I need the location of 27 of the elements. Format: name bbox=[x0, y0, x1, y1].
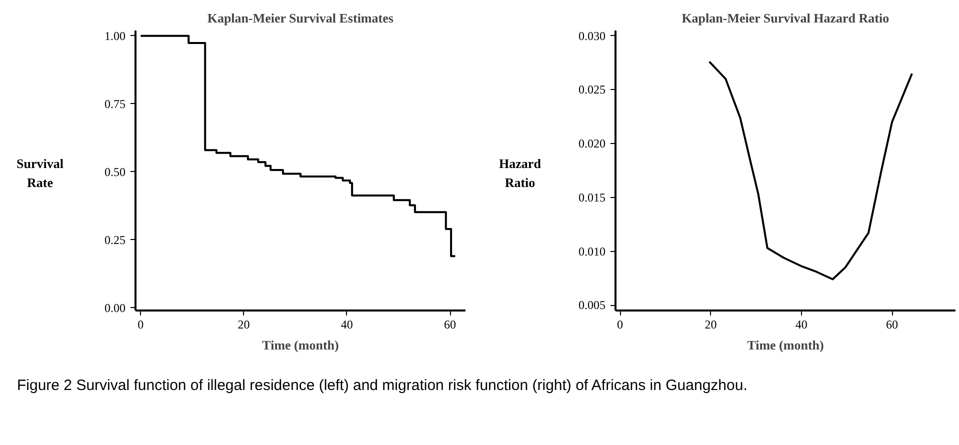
y-tick-label: 0.75 bbox=[104, 96, 126, 111]
y-tick-label: 0.010 bbox=[578, 244, 606, 258]
y-axis-title: Survival Rate bbox=[16, 155, 64, 192]
y-tick-label: 0.025 bbox=[578, 82, 606, 97]
y-axis-title: Hazard Ratio bbox=[498, 155, 542, 192]
x-tick-label: 60 bbox=[886, 318, 898, 332]
y-tick-label: 0.005 bbox=[578, 298, 606, 312]
chart-title: Kaplan-Meier Survival Estimates bbox=[207, 10, 394, 26]
x-tick-label: 40 bbox=[340, 318, 353, 332]
x-tick-label: 20 bbox=[704, 318, 717, 332]
y-tick-label: 0.25 bbox=[104, 232, 126, 247]
y-tick-label: 0.50 bbox=[104, 164, 126, 179]
y-tick-label: 0.00 bbox=[104, 300, 126, 315]
x-tick-label: 20 bbox=[238, 318, 250, 332]
y-tick-label: 0.030 bbox=[578, 28, 606, 43]
caption: Figure 2 Survival function of illegal residence (left) and migration risk function (right) of Africans in Guangzhou. bbox=[17, 376, 748, 396]
x-tick-label: 0 bbox=[617, 318, 624, 332]
line-series bbox=[708, 60, 913, 280]
x-axis-title: Time (month) bbox=[747, 338, 824, 352]
x-tick-label: 40 bbox=[795, 318, 808, 332]
y-tick-label: 1.00 bbox=[104, 28, 126, 43]
y-tick-label: 0.020 bbox=[578, 136, 606, 151]
x-tick-label: 60 bbox=[444, 318, 456, 332]
x-axis-title: Time (month) bbox=[262, 338, 339, 352]
x-tick-label: 0 bbox=[138, 318, 144, 332]
chart-title: Kaplan-Meier Survival Hazard Ratio bbox=[682, 10, 890, 26]
y-tick-label: 0.015 bbox=[578, 190, 606, 204]
